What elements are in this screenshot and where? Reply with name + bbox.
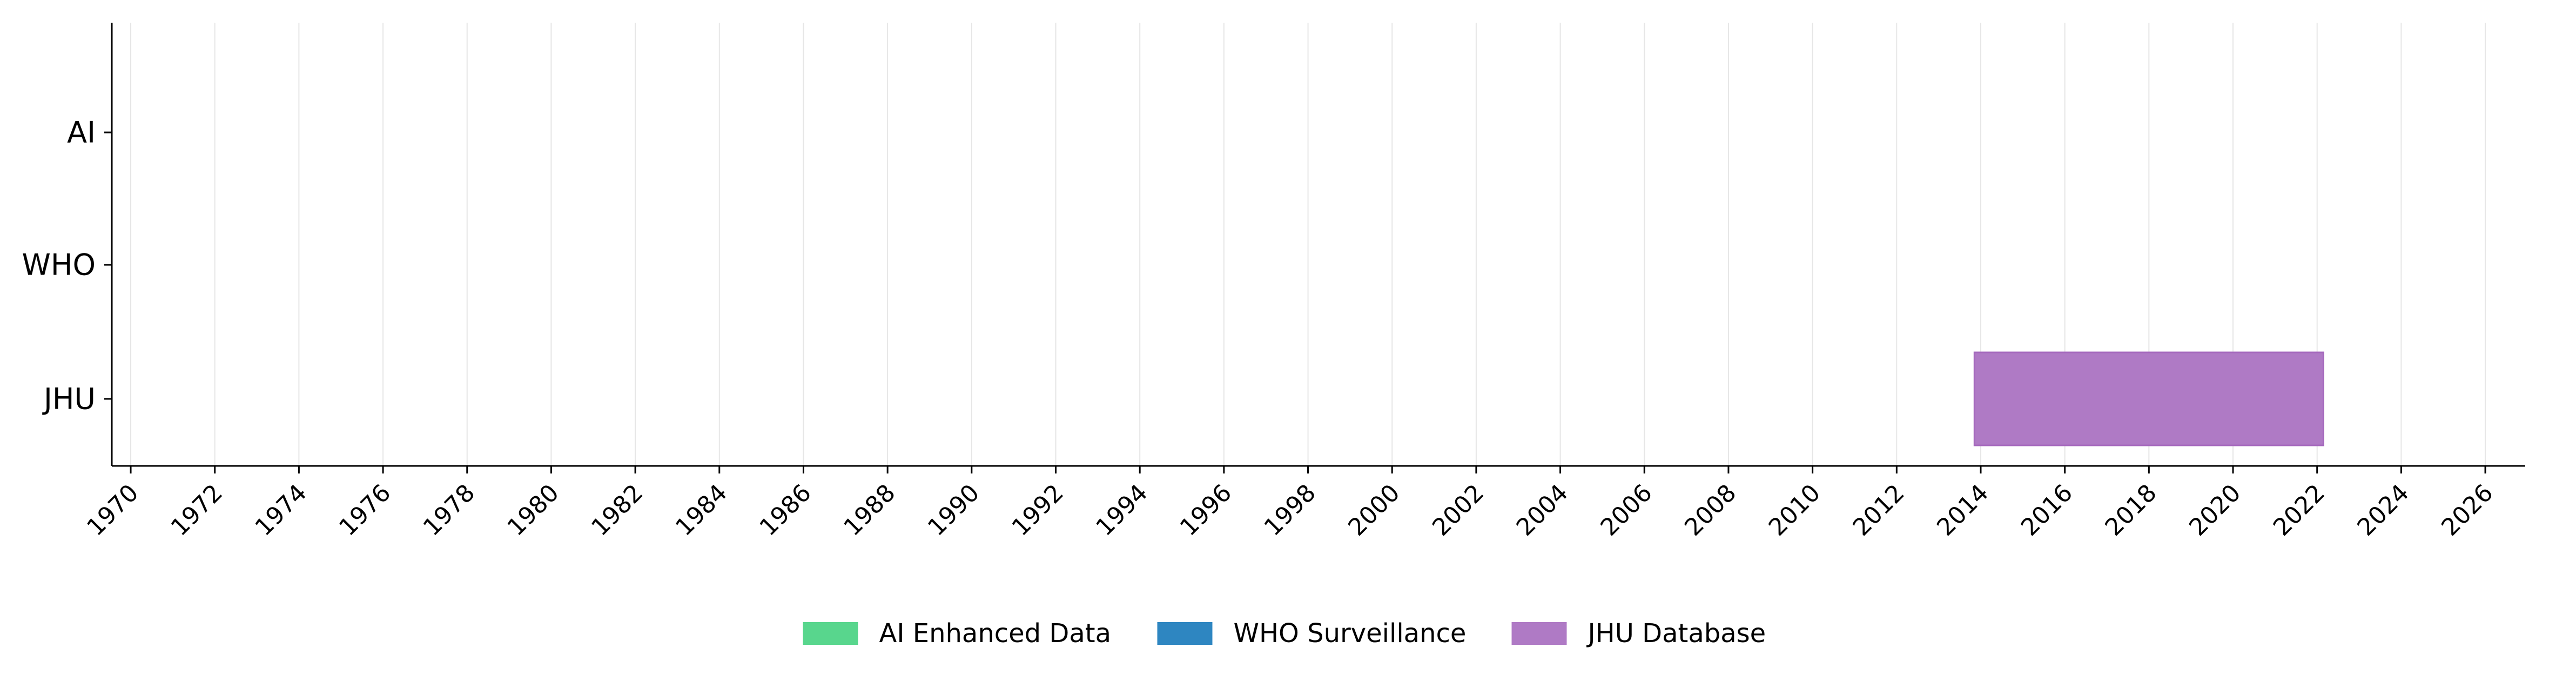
x-tick-label: 1994 xyxy=(1091,479,1153,541)
x-tick-label: 1988 xyxy=(838,479,900,541)
legend-swatch xyxy=(803,622,858,645)
x-tick-label: 1974 xyxy=(250,479,312,541)
x-tick-label: 2008 xyxy=(1679,479,1741,541)
legend: AI Enhanced Data WHO Surveillance JHU Data… xyxy=(803,618,1766,649)
legend-label: JHU Database xyxy=(1586,618,1766,649)
x-tick-label: 1972 xyxy=(166,479,228,541)
x-tick-label: 2022 xyxy=(2268,479,2330,541)
legend-label: WHO Surveillance xyxy=(1234,618,1467,649)
x-tick-label: 1970 xyxy=(82,479,144,541)
x-tick-label: 2026 xyxy=(2436,479,2498,541)
x-axis-ticks: 1970 1972 1974 1976 1978 1980 1982 1984 1986 1988… xyxy=(82,466,2498,542)
x-tick-label: 2014 xyxy=(1932,479,1994,541)
x-tick-label: 1980 xyxy=(502,479,564,541)
x-tick-label: 1996 xyxy=(1175,479,1237,541)
x-tick-label: 2018 xyxy=(2100,479,2162,541)
y-axis-categories: AI WHO JHU xyxy=(22,116,112,416)
x-tick-label: 2012 xyxy=(1847,479,1909,541)
x-tick-label: 2006 xyxy=(1595,479,1657,541)
x-tick-label: 1982 xyxy=(586,479,648,541)
y-category-label: JHU xyxy=(42,382,96,416)
y-category-label: WHO xyxy=(22,248,96,282)
x-tick-label: 1990 xyxy=(923,479,985,541)
x-tick-label: 1978 xyxy=(418,479,480,541)
x-tick-label: 1992 xyxy=(1007,479,1069,541)
x-tick-label: 1984 xyxy=(670,479,732,541)
x-tick-label: 1986 xyxy=(755,479,817,541)
x-tick-label: 2004 xyxy=(1511,479,1573,541)
x-tick-label: 2010 xyxy=(1764,479,1826,541)
x-tick-label: 1998 xyxy=(1259,479,1321,541)
x-tick-label: 2020 xyxy=(2184,479,2246,541)
legend-label: AI Enhanced Data xyxy=(879,618,1112,649)
x-tick-label: 2024 xyxy=(2352,479,2414,541)
coverage-bar-jhu xyxy=(1973,351,2324,446)
x-tick-label: 2000 xyxy=(1343,479,1405,541)
legend-swatch xyxy=(1511,622,1567,645)
x-tick-label: 2016 xyxy=(2016,479,2078,541)
x-tick-label: 2002 xyxy=(1427,479,1489,541)
legend-swatch xyxy=(1157,622,1213,645)
x-tick-label: 1976 xyxy=(334,479,396,541)
y-category-label: AI xyxy=(67,116,96,150)
coverage-bars xyxy=(1973,351,2324,446)
